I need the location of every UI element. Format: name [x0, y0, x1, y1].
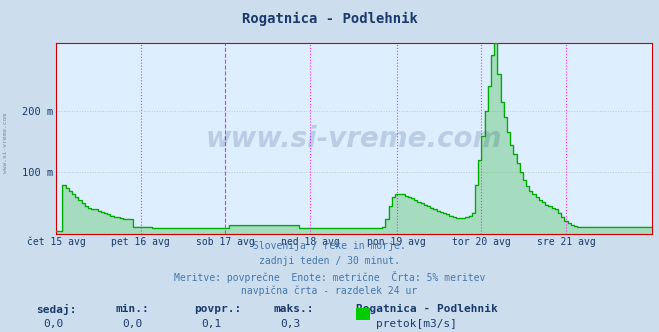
Text: www.si-vreme.com: www.si-vreme.com: [206, 124, 502, 153]
Text: povpr.:: povpr.:: [194, 304, 242, 314]
Text: zadnji teden / 30 minut.: zadnji teden / 30 minut.: [259, 256, 400, 266]
Text: sedaj:: sedaj:: [36, 304, 76, 315]
Text: navpična črta - razdelek 24 ur: navpična črta - razdelek 24 ur: [241, 286, 418, 296]
Text: Rogatnica - Podlehnik: Rogatnica - Podlehnik: [242, 12, 417, 26]
Text: 0,1: 0,1: [201, 319, 221, 329]
Text: pretok[m3/s]: pretok[m3/s]: [376, 319, 457, 329]
Text: Rogatnica - Podlehnik: Rogatnica - Podlehnik: [356, 304, 498, 314]
Text: min.:: min.:: [115, 304, 149, 314]
Text: 0,0: 0,0: [43, 319, 63, 329]
Text: maks.:: maks.:: [273, 304, 314, 314]
Text: www.si-vreme.com: www.si-vreme.com: [3, 113, 8, 173]
Text: Slovenija / reke in morje.: Slovenija / reke in morje.: [253, 241, 406, 251]
Text: Meritve: povprečne  Enote: metrične  Črta: 5% meritev: Meritve: povprečne Enote: metrične Črta:…: [174, 271, 485, 283]
Text: 0,3: 0,3: [280, 319, 301, 329]
Text: 0,0: 0,0: [122, 319, 142, 329]
